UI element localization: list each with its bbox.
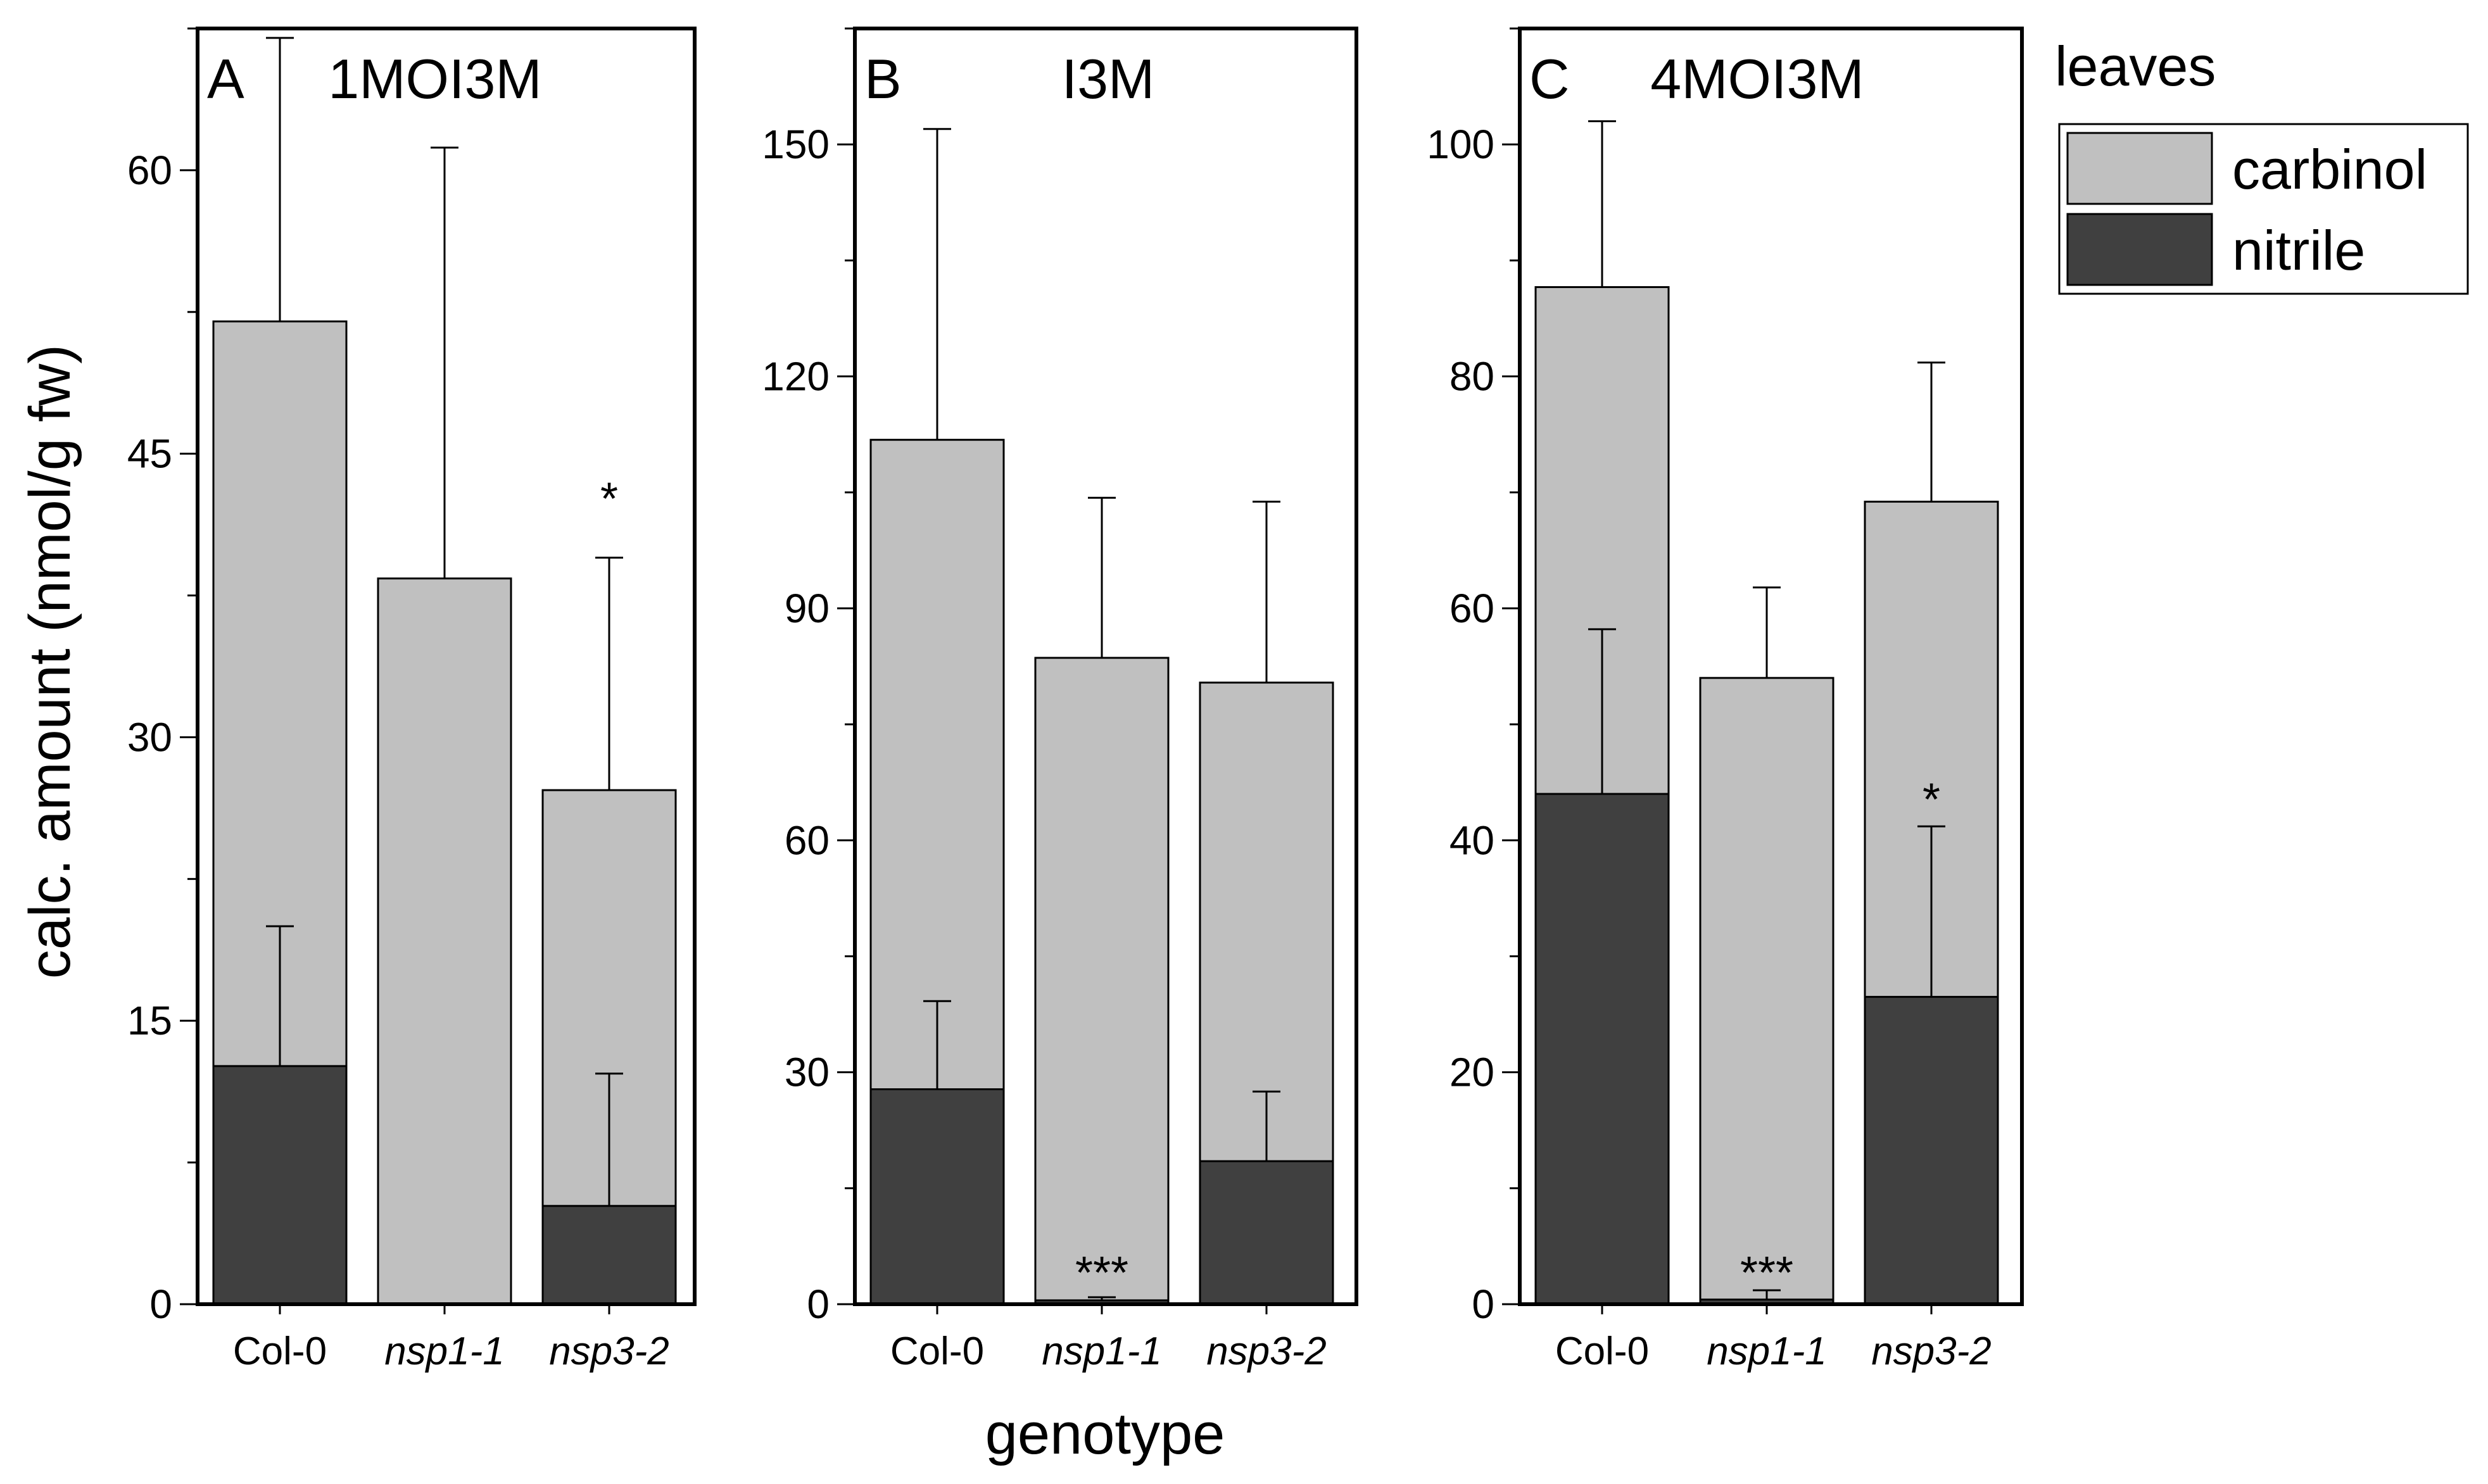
y-tick-label-a-0: 0 [149,1281,172,1327]
bar-nitrile-c-0 [1534,793,1670,1305]
panel-title-a: 1MOI3M [328,47,541,110]
y-tick-label-b-2: 60 [785,817,830,863]
significance-marker-a-0: * [600,474,618,524]
legend: leaves carbinol nitrile [2055,35,2469,295]
bar-carbinol-c-1 [1699,677,1834,1305]
y-tick-label-c-3: 60 [1449,586,1494,631]
legend-label-carbinol: carbinol [2232,138,2427,201]
significance-marker-c-1: * [1923,775,1940,826]
y-tick-label-c-2: 40 [1449,817,1494,863]
x-tick-label-b-1: nsp1-1 [1042,1330,1162,1373]
bar-nitrile-b-0 [869,1088,1005,1305]
y-tick-label-a-1: 15 [127,998,172,1043]
panel-frame-b [853,27,1358,1306]
panel-letter-c: C [1529,47,1570,110]
legend-swatch-nitrile [2066,213,2213,286]
panel-a: Col-0 nsp1-1 nsp3-2 * 0 15 30 45 60 A 1MOI3M [127,27,697,1373]
y-tick-label-a-3: 45 [127,431,172,477]
x-tick-label-a-1: nsp1-1 [384,1330,505,1373]
panel-letter-b: B [864,47,902,110]
x-tick-label-c-2: nsp3-2 [1871,1330,1992,1373]
bar-carbinol-b-1 [1034,657,1170,1305]
panels-layer: Col-0 nsp1-1 nsp3-2 * 0 15 30 45 60 A 1MOI3M Col-0 n… [127,27,2024,1373]
y-axis-title: calc. amount (nmol/g fw) [18,344,82,979]
x-axis-title: genotype [985,1402,1225,1466]
bar-nitrile-a-2 [541,1205,677,1305]
y-tick-label-c-4: 80 [1449,354,1494,399]
y-tick-label-b-4: 120 [762,354,830,399]
legend-label-nitrile: nitrile [2232,219,2365,282]
x-tick-label-a-2: nsp3-2 [549,1330,669,1373]
x-tick-label-c-0: Col-0 [1555,1330,1649,1373]
y-tick-label-b-3: 90 [785,586,830,631]
x-tick-label-b-0: Col-0 [890,1330,984,1373]
significance-marker-c-0: *** [1740,1248,1793,1298]
bar-nitrile-b-2 [1199,1160,1334,1305]
x-tick-label-b-2: nsp3-2 [1206,1330,1327,1373]
panel-frame-c [1518,27,2024,1306]
x-tick-label-a-0: Col-0 [233,1330,327,1373]
y-tick-label-b-1: 30 [785,1050,830,1095]
y-tick-label-c-0: 0 [1472,1281,1494,1327]
legend-swatch-carbinol [2066,132,2213,205]
panel-letter-a: A [207,47,244,110]
y-tick-label-b-0: 0 [807,1281,830,1327]
bar-nitrile-a-0 [212,1065,348,1305]
panel-b: Col-0 nsp1-1 nsp3-2 *** 0 30 60 90 120 150 B I3M [762,27,1358,1373]
x-tick-label-c-1: nsp1-1 [1707,1330,1827,1373]
y-tick-label-a-2: 30 [127,714,172,760]
y-tick-label-c-5: 100 [1427,122,1494,167]
panel-frame-a [196,27,697,1306]
panel-title-b: I3M [1062,47,1155,110]
y-tick-label-c-1: 20 [1449,1050,1494,1095]
panel-title-c: 4MOI3M [1650,47,1864,110]
bar-carbinol-a-1 [377,577,512,1305]
legend-title: leaves [2055,35,2216,97]
significance-marker-b-0: *** [1075,1248,1128,1298]
y-tick-label-a-4: 60 [127,148,172,193]
y-tick-label-b-5: 150 [762,122,830,167]
bar-nitrile-c-2 [1864,996,1999,1305]
